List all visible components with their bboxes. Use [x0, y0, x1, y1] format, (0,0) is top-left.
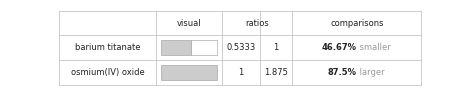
Text: osmium(IV) oxide: osmium(IV) oxide	[71, 68, 144, 77]
Text: 1: 1	[238, 68, 243, 77]
Text: visual: visual	[177, 19, 201, 28]
Text: 87.5%: 87.5%	[328, 68, 357, 77]
Text: smaller: smaller	[357, 43, 391, 52]
Text: comparisons: comparisons	[330, 19, 384, 28]
Text: 46.67%: 46.67%	[322, 43, 357, 52]
Text: ratios: ratios	[245, 19, 269, 28]
Text: larger: larger	[357, 68, 384, 77]
Bar	[161, 65, 217, 80]
Bar	[191, 40, 217, 55]
Bar	[161, 40, 191, 55]
Text: 1: 1	[273, 43, 279, 52]
Text: 1.875: 1.875	[264, 68, 288, 77]
Text: barium titanate: barium titanate	[75, 43, 140, 52]
Text: 0.5333: 0.5333	[226, 43, 256, 52]
